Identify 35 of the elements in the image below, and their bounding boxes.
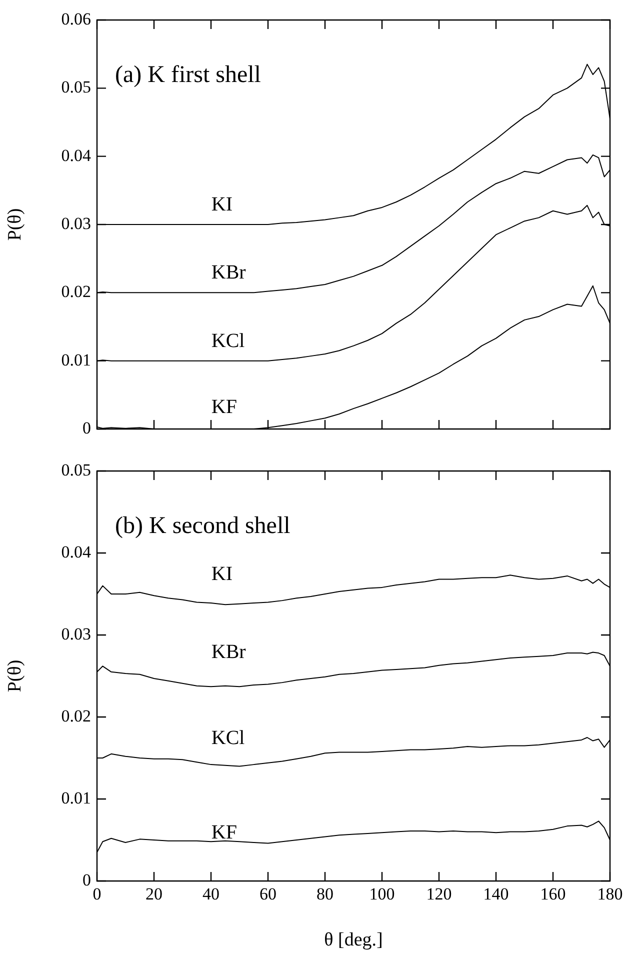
series-label: KBr	[211, 262, 246, 284]
series-label: KBr	[211, 640, 246, 663]
y-tick-label: 0.03	[61, 624, 91, 644]
y-tick-label: 0.01	[61, 788, 91, 808]
x-tick-label: 180	[597, 884, 623, 904]
x-tick-label: 40	[202, 884, 220, 904]
text: (b) K second shell	[115, 513, 291, 539]
y-tick-label: 0.04	[61, 542, 92, 562]
x-axis-title: θ [deg.]	[324, 930, 383, 951]
series-label: KF	[211, 396, 237, 418]
series-label: KF	[211, 821, 237, 844]
y-tick-label: 0.02	[61, 706, 91, 726]
y-axis-title: P(θ)	[4, 660, 26, 692]
series-label: KCl	[211, 727, 246, 749]
y-tick-label: 0	[82, 418, 91, 438]
y-tick-label: 0.01	[61, 350, 91, 370]
text: (a) K first shell	[115, 62, 262, 88]
y-tick-label: 0.06	[61, 9, 91, 28]
series-label: KI	[211, 194, 233, 216]
x-tick-label: 80	[316, 884, 334, 904]
x-tick-label: 160	[540, 884, 566, 904]
y-tick-label: 0.05	[61, 460, 91, 480]
x-tick-label: 100	[369, 884, 395, 904]
x-tick-label: 120	[426, 884, 452, 904]
y-tick-label: 0.02	[61, 282, 91, 302]
y-axis-title: P(θ)	[4, 208, 26, 241]
series-label: KI	[211, 563, 233, 585]
x-tick-label: 20	[146, 884, 162, 904]
x-tick-label: 60	[260, 884, 276, 904]
series-label: KCl	[211, 330, 246, 352]
y-tick-label: 0.04	[61, 146, 92, 165]
y-tick-label: 0.05	[61, 78, 91, 97]
y-tick-label: 0.03	[61, 214, 91, 233]
y-tick-label: 0	[82, 870, 91, 890]
x-tick-label: 140	[483, 884, 509, 904]
